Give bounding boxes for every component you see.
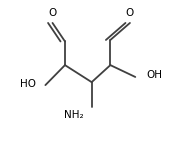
Text: OH: OH — [146, 70, 162, 81]
Text: NH₂: NH₂ — [64, 110, 84, 120]
Text: O: O — [48, 8, 57, 18]
Text: O: O — [126, 8, 134, 18]
Text: HO: HO — [20, 79, 36, 89]
